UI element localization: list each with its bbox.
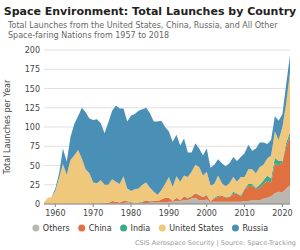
x-tick (55, 204, 56, 207)
legend-label: Others (43, 224, 70, 233)
y-tick-label: 25 (30, 181, 40, 190)
area (44, 55, 290, 202)
legend-swatch (232, 225, 239, 232)
legend-swatch (120, 225, 127, 232)
x-tick (282, 204, 283, 207)
legend-item: Russia (232, 224, 268, 233)
y-tick-label: 125 (25, 104, 40, 113)
x-tick-label: 1970 (83, 209, 103, 218)
y-axis-label: Total Launches per Year (3, 79, 12, 175)
legend-swatch (78, 225, 85, 232)
x-tick-label: 1980 (121, 209, 141, 218)
areas (44, 55, 290, 204)
x-tick-label: 2000 (197, 209, 217, 218)
chart: Space Environment: Total Launches by Cou… (0, 0, 300, 250)
legend: Others China India United States Russia (32, 224, 268, 233)
grid-line (44, 50, 290, 51)
x-axis-line (44, 204, 290, 205)
y-tick-label: 175 (25, 65, 40, 74)
legend-label: China (89, 224, 112, 233)
legend-item: Others (32, 224, 69, 233)
x-tick-label: 2010 (234, 209, 254, 218)
subtitle-line: Total Launches from the United States, C… (7, 21, 278, 30)
subtitle: Total Launches from the United States, C… (7, 21, 278, 40)
x-axis: 1960 1970 1980 1990 2000 2010 2020 (44, 204, 293, 218)
legend-label: United States (169, 224, 223, 233)
x-tick (131, 204, 132, 207)
x-tick (168, 204, 169, 207)
y-tick-label: 50 (30, 162, 40, 171)
x-tick-label: 1960 (45, 209, 65, 218)
x-tick (206, 204, 207, 207)
grid-line (44, 69, 290, 70)
legend-swatch (32, 225, 39, 232)
grid-line (44, 204, 290, 205)
y-tick-label: 100 (25, 123, 40, 132)
legend-swatch (159, 225, 166, 232)
y-axis: 0 25 50 75 100 125 150 175 200 (25, 46, 290, 209)
legend-label: India (131, 224, 151, 233)
legend-item: United States (159, 224, 224, 233)
y-tick-label: 200 (25, 46, 40, 55)
subtitle-line: Space-faring Nations from 1957 to 2018 (8, 31, 169, 40)
x-tick-label: 2020 (272, 209, 292, 218)
source: CSIS Aerospace Security | Source: Space-… (135, 239, 296, 247)
y-tick-label: 150 (25, 85, 40, 94)
grid-line (44, 107, 290, 108)
legend-item: China (78, 224, 111, 233)
title: Space Environment: Total Launches by Cou… (4, 5, 297, 18)
y-tick-label: 75 (30, 142, 40, 151)
x-tick-label: 1990 (159, 209, 179, 218)
x-tick (244, 204, 245, 207)
legend-label: Russia (242, 224, 268, 233)
grid-line (44, 88, 290, 89)
legend-item: India (120, 224, 150, 233)
x-tick (93, 204, 94, 207)
y-tick-label: 0 (35, 200, 40, 209)
